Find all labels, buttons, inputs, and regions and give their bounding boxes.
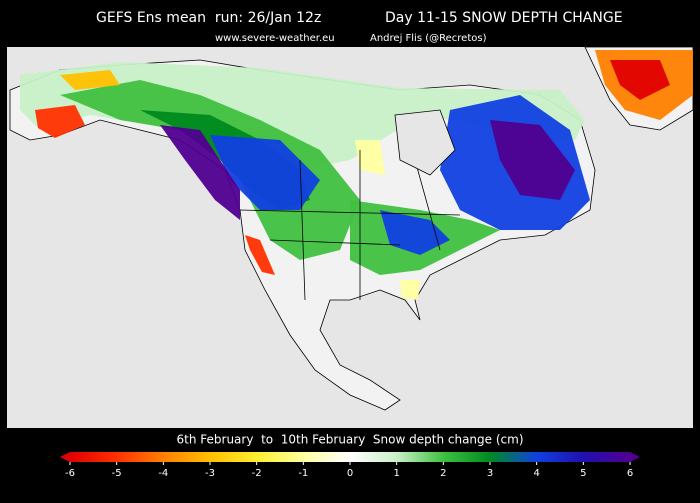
colorbar-tick-label: 5 — [580, 468, 586, 479]
snow-change-area — [160, 125, 240, 220]
colorbar-low-end — [60, 452, 70, 462]
colorbar-tick-label: -5 — [112, 468, 122, 479]
snow-change-area — [610, 60, 670, 100]
colorbar-gradient — [70, 452, 630, 462]
snow-change-area — [400, 280, 420, 300]
colorbar-tick-label: 6 — [627, 468, 633, 479]
legend-title: 6th February to 10th February Snow depth… — [177, 433, 524, 447]
map — [7, 46, 694, 428]
hudson-bay — [394, 109, 456, 176]
colorbar-tick-label: -3 — [205, 468, 215, 479]
snow-change-area — [380, 210, 450, 255]
product: Day 11-15 SNOW DEPTH CHANGE — [385, 10, 623, 26]
colorbar-tick-label: 3 — [487, 468, 493, 479]
colorbar-tick-label: -2 — [252, 468, 262, 479]
author: Andrej Flis (@Recretos) — [370, 33, 487, 44]
snow-change-area — [60, 80, 360, 260]
colorbar-tick-label: 1 — [393, 468, 399, 479]
colorbar-tick-label: -6 — [65, 468, 75, 479]
colorbar-high-end — [630, 452, 640, 462]
colorbar-tick-label: 4 — [533, 468, 539, 479]
colorbar-tick-label: 2 — [440, 468, 446, 479]
colorbar-tick-label: -1 — [298, 468, 308, 479]
colorbar: -6 -5 -4 -3 -2 -1 0 1 2 3 4 5 6 — [60, 452, 640, 479]
borders — [239, 150, 461, 301]
title: GEFS Ens mean run: 26/Jan 12z — [96, 10, 321, 26]
colorbar-tick-label: -4 — [158, 468, 168, 479]
snow-change-area — [35, 105, 85, 138]
snow-change-area — [245, 235, 275, 275]
snow-change-area — [490, 120, 575, 200]
website: www.severe-weather.eu — [215, 33, 335, 44]
snow-change-area — [210, 135, 320, 210]
snow-change-area — [355, 140, 385, 175]
colorbar-tick-label: 0 — [347, 468, 353, 479]
snow-change-area — [60, 70, 120, 90]
